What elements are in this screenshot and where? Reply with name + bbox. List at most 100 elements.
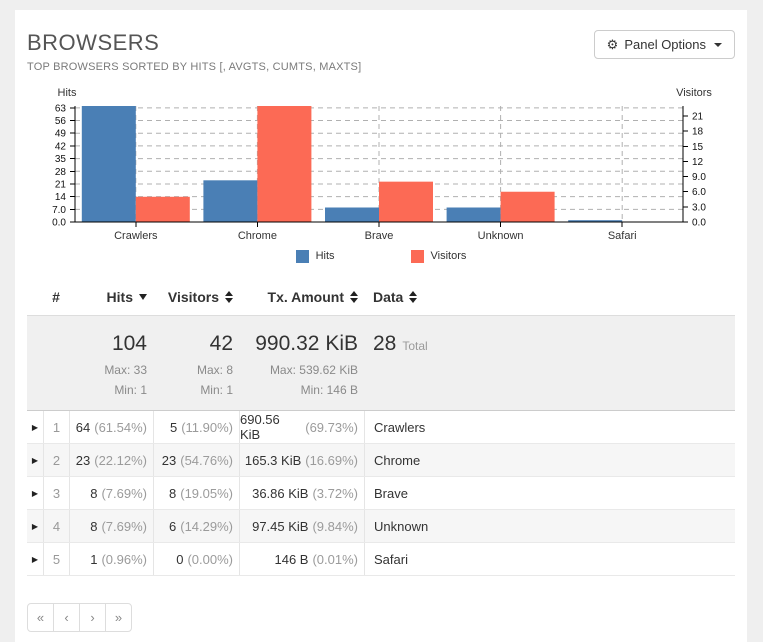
left-tick-label: 35 bbox=[55, 154, 67, 165]
bar-visitors-chrome[interactable] bbox=[257, 106, 312, 222]
x-category-label: Brave bbox=[365, 230, 394, 242]
sort-both-icon bbox=[350, 290, 358, 303]
legend-item-hits[interactable]: Hits bbox=[295, 248, 335, 264]
row-data: Crawlers bbox=[364, 411, 735, 443]
row-index: 5 bbox=[43, 543, 69, 575]
chevron-down-icon bbox=[714, 42, 722, 47]
table-row[interactable]: ▶ 1 64 (61.54%) 5 (11.90%) 690.56 KiB (69.7… bbox=[27, 411, 735, 444]
column-header-index-label: # bbox=[52, 288, 60, 305]
bar-hits-unknown[interactable] bbox=[446, 207, 501, 223]
right-tick-label: 3.0 bbox=[692, 202, 706, 213]
bar-visitors-unknown[interactable] bbox=[500, 191, 555, 222]
chart-legend: Hits Visitors bbox=[27, 248, 735, 264]
legend-item-visitors[interactable]: Visitors bbox=[410, 248, 466, 264]
sort-both-icon bbox=[409, 290, 418, 303]
row-hits: 1 (0.96%) bbox=[69, 543, 153, 575]
left-tick-label: 56 bbox=[55, 116, 67, 127]
table-row[interactable]: ▶ 3 8 (7.69%) 8 (19.05%) 36.86 KiB (3.72%) … bbox=[27, 477, 735, 510]
bar-visitors-crawlers[interactable] bbox=[135, 196, 190, 222]
previous-page-button[interactable]: ‹ bbox=[53, 603, 80, 632]
summary-hits: 104 Max: 33 Min: 1 bbox=[69, 331, 153, 397]
column-header-tx-amount-label: Tx. Amount bbox=[267, 288, 344, 305]
browsers-bar-chart: 0.0 7.0 14 21 28 35 42 49 56 63 0.0 3.0 6.0 9.0 12 15 18… bbox=[27, 87, 735, 244]
summary-hits-min: Min: 1 bbox=[114, 383, 147, 397]
summary-tx-max: Max: 539.62 KiB bbox=[269, 363, 358, 377]
right-tick-label: 0.0 bbox=[692, 218, 706, 229]
summary-data-total: 28 bbox=[373, 332, 397, 355]
table-row[interactable]: ▶ 4 8 (7.69%) 6 (14.29%) 97.45 KiB (9.84%) … bbox=[27, 510, 735, 543]
row-hits: 8 (7.69%) bbox=[69, 477, 153, 509]
column-header-index: # bbox=[43, 289, 69, 305]
left-tick-label: 49 bbox=[55, 129, 67, 140]
left-tick-label: 42 bbox=[55, 141, 67, 152]
row-index: 4 bbox=[43, 510, 69, 542]
bar-hits-chrome[interactable] bbox=[203, 180, 258, 222]
summary-tx-total: 990.32 KiB bbox=[255, 332, 358, 355]
row-visitors: 23 (54.76%) bbox=[153, 444, 239, 476]
column-header-data-label: Data bbox=[373, 288, 404, 305]
table-summary-row: 104 Max: 33 Min: 1 42 Max: 8 Min: 1 990.… bbox=[27, 315, 735, 411]
bar-hits-safari[interactable] bbox=[568, 220, 623, 222]
row-visitors: 5 (11.90%) bbox=[153, 411, 239, 443]
panel-options-button[interactable]: ⚙ Panel Options bbox=[593, 30, 735, 59]
row-hits: 23 (22.12%) bbox=[69, 444, 153, 476]
last-page-button[interactable]: » bbox=[105, 603, 132, 632]
right-tick-label: 21 bbox=[692, 112, 704, 123]
bar-hits-brave[interactable] bbox=[325, 207, 379, 223]
summary-visitors-min: Min: 1 bbox=[200, 383, 233, 397]
left-tick-label: 63 bbox=[55, 103, 67, 114]
table-row[interactable]: ▶ 5 1 (0.96%) 0 (0.00%) 146 B (0.01%) Safar… bbox=[27, 543, 735, 576]
summary-tx-amount: 990.32 KiB Max: 539.62 KiB Min: 146 B bbox=[239, 331, 364, 397]
expand-row-icon[interactable]: ▶ bbox=[31, 455, 39, 465]
right-tick-label: 18 bbox=[692, 127, 704, 138]
expand-row-icon[interactable]: ▶ bbox=[31, 554, 39, 564]
x-category-label: Unknown bbox=[478, 230, 524, 242]
expand-row-icon[interactable]: ▶ bbox=[31, 422, 39, 432]
page-title: BROWSERS bbox=[27, 30, 160, 55]
expand-row-icon[interactable]: ▶ bbox=[31, 521, 39, 531]
pagination: « ‹ › » bbox=[27, 603, 132, 632]
x-category-label: Crawlers bbox=[114, 230, 158, 242]
summary-data-label: Total bbox=[402, 339, 428, 353]
column-header-hits[interactable]: Hits bbox=[69, 289, 153, 305]
row-data: Unknown bbox=[364, 510, 735, 542]
left-tick-label: 21 bbox=[55, 179, 67, 190]
left-tick-label: 14 bbox=[55, 192, 67, 203]
gear-icon: ⚙ bbox=[606, 37, 619, 52]
left-axis-title: Hits bbox=[58, 87, 77, 99]
table-header-row: # Hits Visitors Tx. Amount Data bbox=[27, 278, 735, 315]
row-tx-amount: 165.3 KiB (16.69%) bbox=[239, 444, 364, 476]
table-body: ▶ 1 64 (61.54%) 5 (11.90%) 690.56 KiB (69.7… bbox=[27, 411, 735, 576]
chart-canvas: 0.07.014212835424956630.03.06.09.0121518… bbox=[52, 87, 712, 242]
panel-header: BROWSERS TOP BROWSERS SORTED BY HITS [, … bbox=[27, 10, 735, 73]
browsers-panel: BROWSERS TOP BROWSERS SORTED BY HITS [, … bbox=[15, 10, 747, 642]
right-tick-label: 9.0 bbox=[692, 172, 706, 183]
row-tx-amount: 36.86 KiB (3.72%) bbox=[239, 477, 364, 509]
summary-visitors-max: Max: 8 bbox=[196, 363, 233, 377]
panel-subtitle: TOP BROWSERS SORTED BY HITS [, AVGTS, CU… bbox=[27, 61, 362, 73]
column-header-visitors-label: Visitors bbox=[167, 288, 219, 305]
row-hits: 64 (61.54%) bbox=[69, 411, 153, 443]
row-tx-amount: 97.45 KiB (9.84%) bbox=[239, 510, 364, 542]
x-category-label: Chrome bbox=[238, 230, 277, 242]
row-visitors: 6 (14.29%) bbox=[153, 510, 239, 542]
row-visitors: 0 (0.00%) bbox=[153, 543, 239, 575]
summary-tx-min: Min: 146 B bbox=[300, 383, 358, 397]
expand-row-icon[interactable]: ▶ bbox=[31, 488, 39, 498]
sort-both-icon bbox=[225, 290, 233, 303]
legend-label: Hits bbox=[315, 250, 335, 262]
row-data: Brave bbox=[364, 477, 735, 509]
row-tx-amount: 690.56 KiB (69.73%) bbox=[239, 411, 364, 443]
browsers-table: # Hits Visitors Tx. Amount Data 104 bbox=[27, 278, 735, 576]
summary-hits-max: Max: 33 bbox=[104, 363, 147, 377]
bar-hits-crawlers[interactable] bbox=[81, 106, 136, 222]
first-page-button[interactable]: « bbox=[27, 603, 54, 632]
bar-visitors-brave[interactable] bbox=[379, 181, 433, 222]
left-tick-label: 7.0 bbox=[52, 205, 66, 216]
column-header-data[interactable]: Data bbox=[364, 289, 735, 305]
next-page-button[interactable]: › bbox=[79, 603, 106, 632]
right-tick-label: 12 bbox=[692, 157, 704, 168]
column-header-tx-amount[interactable]: Tx. Amount bbox=[239, 289, 364, 305]
table-row[interactable]: ▶ 2 23 (22.12%) 23 (54.76%) 165.3 KiB (16.6… bbox=[27, 444, 735, 477]
column-header-visitors[interactable]: Visitors bbox=[153, 289, 239, 305]
